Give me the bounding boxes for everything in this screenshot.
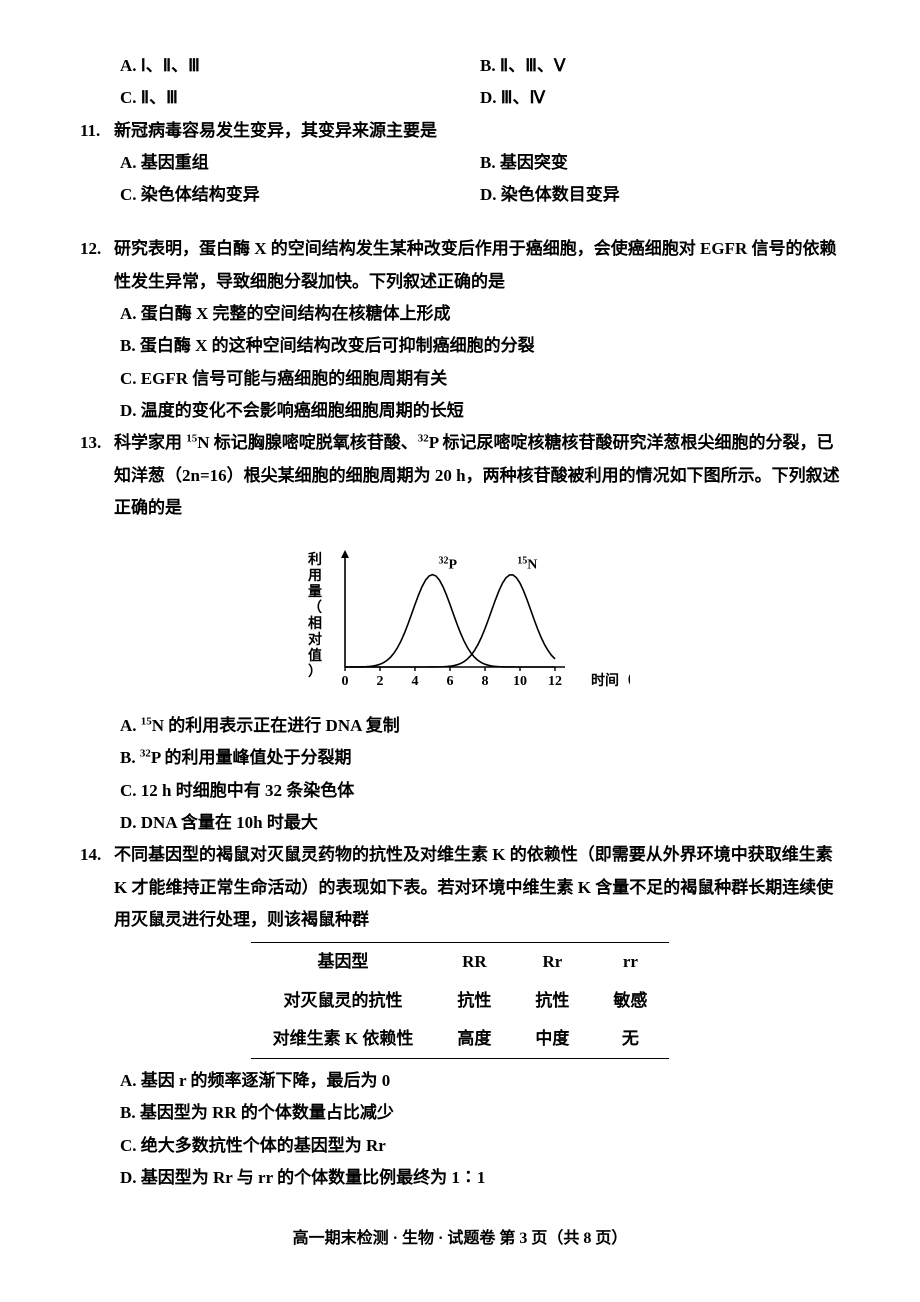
q13-opt-a: A. 15N 的利用表示正在进行 DNA 复制 — [80, 710, 840, 742]
q14-opt-b: B. 基因型为 RR 的个体数量占比减少 — [80, 1097, 840, 1129]
q14-table: 基因型 RR Rr rr 对灭鼠灵的抗性 抗性 抗性 敏感 对维生素 K 依赖性… — [251, 942, 670, 1059]
svg-text:）: ） — [308, 664, 322, 680]
q14-table-wrap: 基因型 RR Rr rr 对灭鼠灵的抗性 抗性 抗性 敏感 对维生素 K 依赖性… — [80, 942, 840, 1059]
svg-text:用: 用 — [308, 568, 322, 584]
page-footer: 高一期末检测 · 生物 · 试题卷 第 3 页（共 8 页） — [80, 1224, 840, 1254]
q11-options-row1: A. 基因重组 B. 基因突变 — [80, 147, 840, 179]
q10-options-row2: C. Ⅱ、Ⅲ D. Ⅲ、Ⅳ — [80, 82, 840, 114]
svg-text:15N: 15N — [517, 555, 537, 573]
sup-32: 32 — [418, 433, 429, 445]
q13-stem-b: N 标记胸腺嘧啶脱氧核苷酸、 — [197, 433, 418, 452]
svg-text:值: 值 — [308, 647, 322, 664]
svg-text:10: 10 — [513, 674, 527, 689]
q11-text: 新冠病毒容易发生变异，其变异来源主要是 — [114, 115, 840, 147]
svg-text:对: 对 — [308, 631, 322, 648]
th-rr3: rr — [591, 943, 669, 982]
q11-opt-d: D. 染色体数目变异 — [480, 179, 840, 211]
td-r1c2: 抗性 — [513, 982, 591, 1020]
q14-number: 14. — [80, 839, 114, 936]
q11-opt-a: A. 基因重组 — [120, 147, 480, 179]
q13-opt-d: D. DNA 含量在 10h 时最大 — [80, 807, 840, 839]
svg-text:时间（h）: 时间（h） — [591, 672, 630, 689]
td-r2c2: 中度 — [513, 1020, 591, 1059]
q12-text: 研究表明，蛋白酶 X 的空间结构发生某种改变后作用于癌细胞，会使癌细胞对 EGF… — [114, 233, 840, 298]
q12-opt-a: A. 蛋白酶 X 完整的空间结构在核糖体上形成 — [80, 298, 840, 330]
svg-text:（: （ — [308, 600, 322, 616]
q11-number: 11. — [80, 115, 114, 147]
svg-text:4: 4 — [412, 674, 419, 689]
svg-text:6: 6 — [447, 674, 454, 689]
q13-stem-a: 科学家用 — [114, 433, 186, 452]
q10-opt-b: B. Ⅱ、Ⅲ、Ⅴ — [480, 50, 840, 82]
q13-opt-b-post: P 的利用量峰值处于分裂期 — [151, 748, 352, 767]
q13-opt-a-post: N 的利用表示正在进行 DNA 复制 — [152, 716, 400, 735]
q12-opt-c: C. EGFR 信号可能与癌细胞的细胞周期有关 — [80, 363, 840, 395]
q13-opt-a-pre: A. — [120, 716, 141, 735]
th-rr1: RR — [435, 943, 513, 982]
td-r2c1: 高度 — [435, 1020, 513, 1059]
svg-text:0: 0 — [342, 674, 349, 689]
q11-stem: 11. 新冠病毒容易发生变异，其变异来源主要是 — [80, 115, 840, 147]
svg-text:32P: 32P — [439, 555, 458, 573]
td-r1c3: 敏感 — [591, 982, 669, 1020]
th-genotype: 基因型 — [251, 943, 436, 982]
q13-opt-b: B. 32P 的利用量峰值处于分裂期 — [80, 742, 840, 774]
q12-number: 12. — [80, 233, 114, 298]
q13-text: 科学家用 15N 标记胸腺嘧啶脱氧核苷酸、32P 标记尿嘧啶核糖核苷酸研究洋葱根… — [114, 427, 840, 524]
q13-number: 13. — [80, 427, 114, 524]
q13-opt-c: C. 12 h 时细胞中有 32 条染色体 — [80, 775, 840, 807]
q14-opt-c: C. 绝大多数抗性个体的基因型为 Rr — [80, 1130, 840, 1162]
q13-stem: 13. 科学家用 15N 标记胸腺嘧啶脱氧核苷酸、32P 标记尿嘧啶核糖核苷酸研… — [80, 427, 840, 524]
sup-32b: 32 — [140, 748, 151, 760]
q10-opt-c: C. Ⅱ、Ⅲ — [120, 82, 480, 114]
td-r1c1: 抗性 — [435, 982, 513, 1020]
q14-opt-d: D. 基因型为 Rr 与 rr 的个体数量比例最终为 1∶1 — [80, 1162, 840, 1194]
td-r1c0: 对灭鼠灵的抗性 — [251, 982, 436, 1020]
svg-text:2: 2 — [377, 674, 384, 689]
q11-opt-b: B. 基因突变 — [480, 147, 840, 179]
q10-opt-a: A. Ⅰ、Ⅱ、Ⅲ — [120, 50, 480, 82]
sup-15: 15 — [186, 433, 197, 445]
q13-opt-b-pre: B. — [120, 748, 140, 767]
svg-text:12: 12 — [548, 674, 562, 689]
th-rr2: Rr — [513, 943, 591, 982]
q10-options-row1: A. Ⅰ、Ⅱ、Ⅲ B. Ⅱ、Ⅲ、Ⅴ — [80, 50, 840, 82]
q14-stem: 14. 不同基因型的褐鼠对灭鼠灵药物的抗性及对维生素 K 的依赖性（即需要从外界… — [80, 839, 840, 936]
sup-15b: 15 — [141, 716, 152, 728]
svg-text:量: 量 — [308, 584, 322, 600]
q12-opt-d: D. 温度的变化不会影响癌细胞细胞周期的长短 — [80, 395, 840, 427]
td-r2c0: 对维生素 K 依赖性 — [251, 1020, 436, 1059]
spacer — [80, 211, 840, 233]
q13-chart: 0 2 4 6 8 10 12 时间（h） 利用量（相对值） 32P 15N — [80, 532, 840, 702]
q12-opt-b: B. 蛋白酶 X 的这种空间结构改变后可抑制癌细胞的分裂 — [80, 330, 840, 362]
svg-text:利: 利 — [308, 551, 322, 568]
svg-text:8: 8 — [482, 674, 489, 689]
table-row: 对维生素 K 依赖性 高度 中度 无 — [251, 1020, 670, 1059]
q14-text: 不同基因型的褐鼠对灭鼠灵药物的抗性及对维生素 K 的依赖性（即需要从外界环境中获… — [114, 839, 840, 936]
q11-opt-c: C. 染色体结构变异 — [120, 179, 480, 211]
q12-stem: 12. 研究表明，蛋白酶 X 的空间结构发生某种改变后作用于癌细胞，会使癌细胞对… — [80, 233, 840, 298]
q10-opt-d: D. Ⅲ、Ⅳ — [480, 82, 840, 114]
svg-text:相: 相 — [308, 615, 322, 632]
table-row: 对灭鼠灵的抗性 抗性 抗性 敏感 — [251, 982, 670, 1020]
q13-chart-svg: 0 2 4 6 8 10 12 时间（h） 利用量（相对值） 32P 15N — [290, 532, 630, 702]
q11-options-row2: C. 染色体结构变异 D. 染色体数目变异 — [80, 179, 840, 211]
q14-opt-a: A. 基因 r 的频率逐渐下降，最后为 0 — [80, 1065, 840, 1097]
td-r2c3: 无 — [591, 1020, 669, 1059]
table-row: 基因型 RR Rr rr — [251, 943, 670, 982]
